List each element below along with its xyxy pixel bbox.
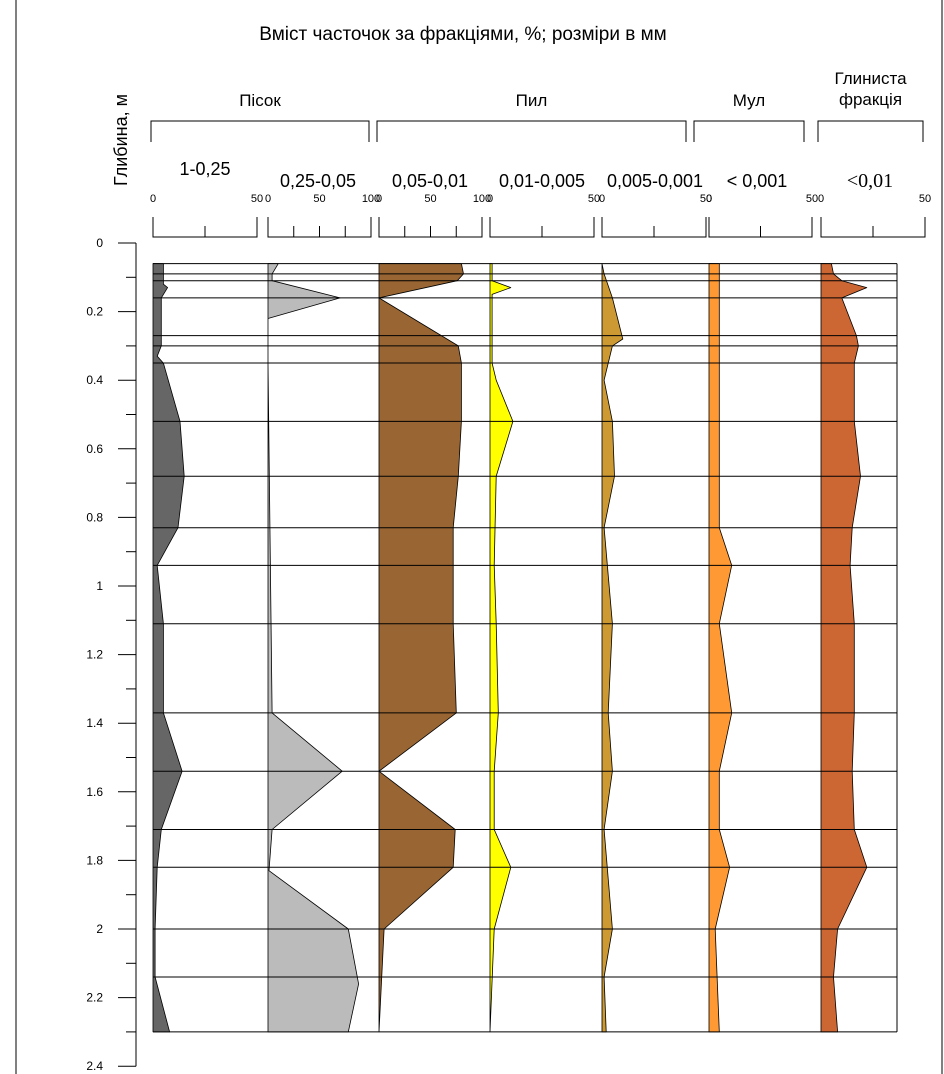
scale-tick-label: 50 [313,193,325,205]
scale-tick-label: 0 [265,193,271,205]
series-name: 0,05-0,01 [392,171,468,191]
group-bracket: Мул [693,91,805,142]
y-tick-label: 1.6 [86,785,103,799]
panel-frame [153,263,898,1033]
group-label: Мул [733,91,765,110]
y-tick-label: 2.4 [86,1059,103,1073]
y-axis-label: Глибина, м [111,94,131,186]
scale-tick-label: 50 [919,193,931,205]
y-tick-label: 0.6 [86,442,103,456]
y-tick-label: 2.2 [86,991,103,1005]
series-area [489,263,514,1033]
chart-title: Вміст часточок за фракціями, %; розміри … [259,24,666,45]
series-name: 0,005-0,001 [607,171,703,191]
y-tick-label: 0.8 [86,510,103,524]
series-area [152,263,185,1033]
series-scale: 0 50 [818,193,931,238]
scale-tick-label: 50 [251,193,263,205]
series-scale: 0 50 [706,193,818,238]
group-bracket: Пісок [150,91,370,142]
scale-tick-label: 0 [376,193,382,205]
y-tick-label: 1 [96,579,103,593]
group-label: Пил [516,91,548,110]
scale-tick-label: 0 [150,193,156,205]
y-tick-label: 2 [96,922,103,936]
series-area [378,263,464,1033]
depth-axis: 0 0.2 0.4 0.6 0.8 1 1.2 1.4 1.6 1.8 2 2.2 2.4 [86,236,137,1073]
scale-tick-label: 0 [487,193,493,205]
series-name: 1-0,25 [179,159,230,179]
series-scale: 0 50 100 [376,193,491,238]
scale-tick-label: 100 [362,193,380,205]
y-tick-label: 0 [96,236,103,250]
series-name: 0,01-0,005 [499,171,585,191]
series-scale: 0 50 [150,193,263,238]
series-scale: 0 50 [599,193,712,238]
group-label: Пісок [239,91,281,110]
scale-tick-label: 50 [424,193,436,205]
scale-tick-label: 0 [706,193,712,205]
series-scale: 0 50 100 [265,193,380,238]
y-tick-label: 1.8 [86,853,103,867]
group-label: Глиниста фракція [834,69,907,109]
series-name: < 0,001 [727,171,788,191]
y-tick-label: 1.4 [86,716,103,730]
scale-tick-label: 50 [700,193,712,205]
series-scale: 0 50 [487,193,600,238]
series-name: 0,25-0,05 [280,171,356,191]
scale-tick-label: 100 [473,193,491,205]
scale-tick-label: 50 [588,193,600,205]
y-tick-label: 1.2 [86,648,103,662]
series-areas [152,263,868,1033]
layer-boundaries [153,273,897,978]
scale-tick-label: 0 [818,193,824,205]
y-tick-label: 0.2 [86,305,103,319]
series-name: <0,01 [847,170,893,192]
group-bracket: Глиниста фракція [817,69,924,142]
group-bracket: Пил [376,91,687,142]
scale-tick-label: 0 [599,193,605,205]
y-tick-label: 0.4 [86,373,103,387]
series-area [267,263,359,1033]
scale-tick-label: 50 [806,193,818,205]
